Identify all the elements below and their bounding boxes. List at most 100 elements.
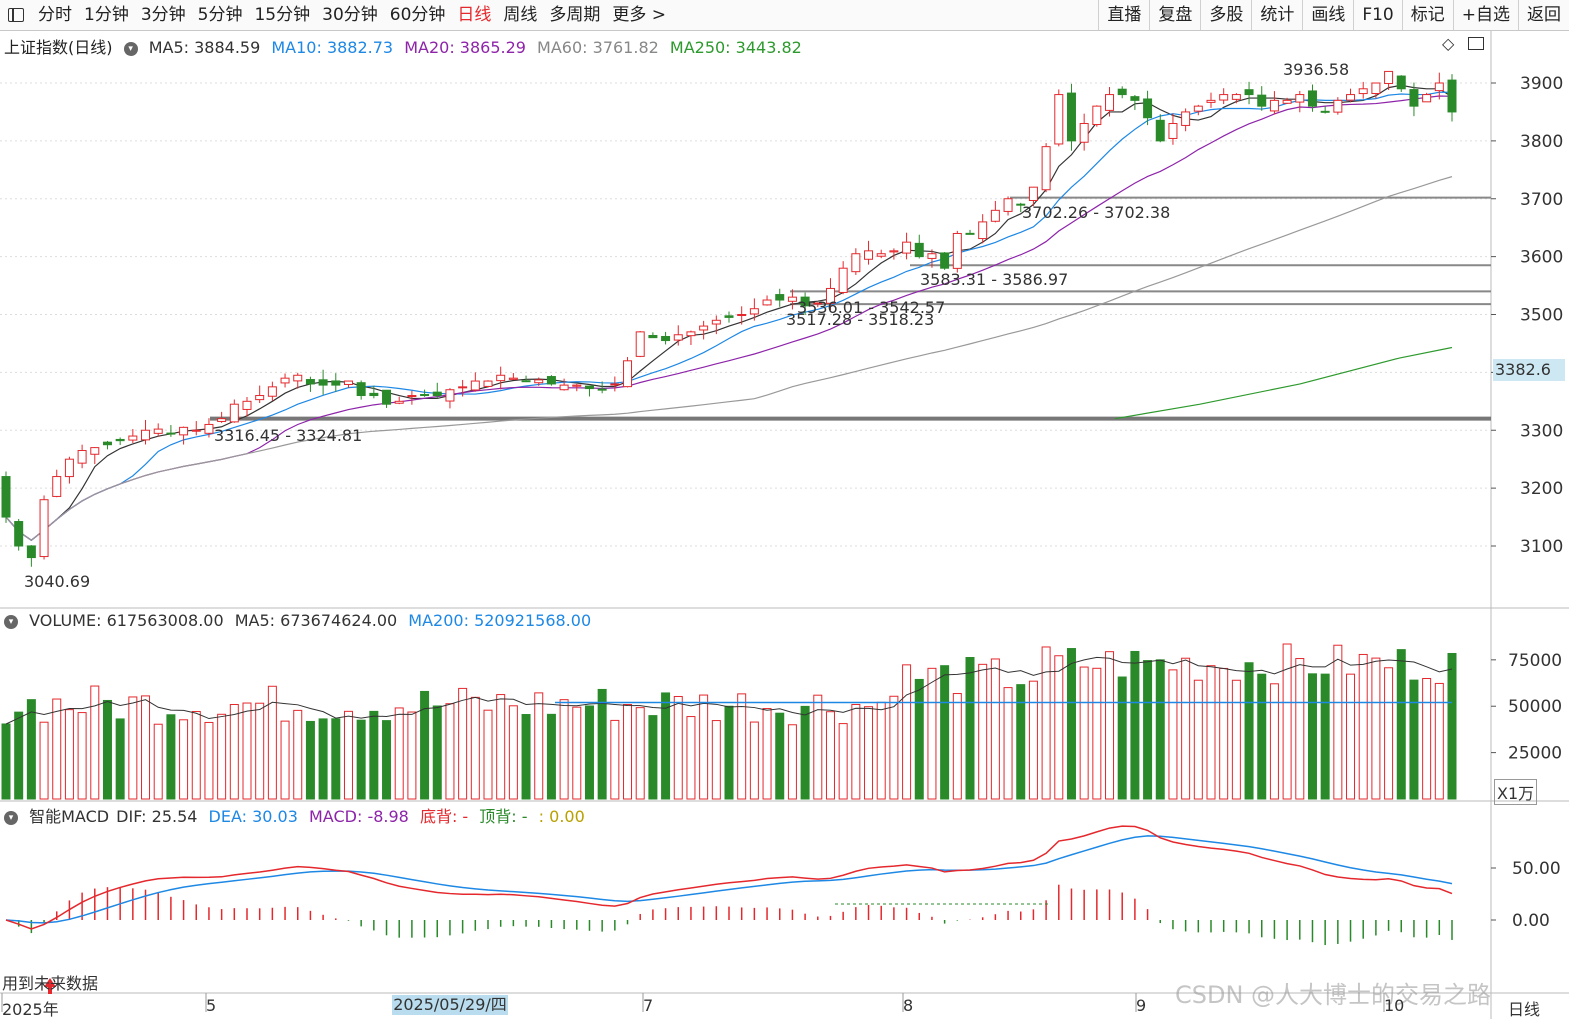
volume-bar — [749, 721, 759, 800]
candle-body — [1371, 82, 1381, 94]
candle-body — [280, 377, 290, 384]
volume-bar — [661, 692, 671, 800]
macd-tick-label: 50.00 — [1512, 859, 1561, 879]
tab-8[interactable]: 周线 — [503, 5, 538, 25]
candle-body — [1079, 123, 1089, 143]
volume-bar — [356, 719, 366, 800]
tab-7[interactable]: 日线 — [457, 5, 492, 25]
volume-bar — [623, 704, 633, 800]
price-tick-label: 3200 — [1520, 479, 1563, 499]
volume-ma200: MA200: 520921568.00 — [408, 611, 592, 630]
candle-body — [673, 334, 683, 341]
volume-bars — [1, 643, 1457, 800]
candle-body — [382, 389, 392, 405]
volume-bar — [952, 693, 962, 800]
volume-bar — [115, 718, 125, 800]
settings-circle-icon[interactable]: ▾ — [123, 41, 138, 56]
zone5-label: 3702.26 - 3702.38 — [1022, 203, 1171, 222]
candle-body — [1231, 94, 1241, 100]
axes: 3100320033003400350036003700380039002500… — [1, 74, 1563, 1012]
candle-body — [14, 521, 24, 547]
macd-name: 智能MACD — [29, 807, 110, 826]
volume-bar — [445, 703, 455, 800]
candle-body — [597, 388, 607, 391]
volume-bar — [1016, 684, 1026, 800]
volume-bar — [1168, 669, 1178, 800]
tool-5[interactable]: F10 — [1353, 0, 1401, 30]
volume-bar — [394, 707, 404, 800]
volume-bar — [14, 711, 24, 800]
current-price-tag: 3382.6 — [1493, 359, 1565, 381]
volume-bar — [813, 694, 823, 800]
tool-8[interactable]: 返回 — [1518, 0, 1569, 30]
ma60-label: MA60: 3761.82 — [537, 38, 659, 57]
volume-bar — [902, 664, 912, 800]
tab-1[interactable]: 1分钟 — [84, 5, 129, 25]
volume-bar — [1155, 659, 1165, 800]
tool-6[interactable]: 标记 — [1401, 0, 1453, 30]
candle-body — [102, 441, 112, 446]
candles — [1, 70, 1457, 567]
candle-body — [1307, 90, 1317, 107]
candle-body — [889, 250, 899, 253]
window-toggle-icon[interactable] — [1468, 37, 1484, 50]
candle-body — [623, 360, 633, 388]
volume-bar — [1193, 679, 1203, 800]
tool-3[interactable]: 统计 — [1251, 0, 1302, 30]
panel-toggle-icon[interactable] — [8, 8, 24, 22]
tab-10[interactable]: 更多 > — [612, 5, 667, 25]
tool-2[interactable]: 多股 — [1200, 0, 1251, 30]
tool-1[interactable]: 复盘 — [1149, 0, 1200, 30]
candle-body — [1219, 94, 1229, 101]
price-tick-label: 3600 — [1520, 248, 1563, 268]
candle-body — [1244, 89, 1254, 96]
volume-settings-icon[interactable]: ▾ — [4, 614, 18, 629]
candle-body — [1384, 70, 1394, 84]
tab-4[interactable]: 15分钟 — [254, 5, 311, 25]
candle-body — [940, 252, 950, 269]
candle-body — [990, 209, 1000, 222]
candle-body — [876, 253, 886, 257]
candle-body — [661, 335, 671, 342]
tool-7[interactable]: +自选 — [1452, 0, 1518, 30]
candle-body — [432, 391, 442, 397]
tab-6[interactable]: 60分钟 — [389, 5, 446, 25]
tool-0[interactable]: 直播 — [1098, 0, 1149, 30]
volume-bar — [940, 665, 950, 800]
diamond-icon[interactable]: ◇ — [1442, 34, 1455, 53]
price-tick-label: 3800 — [1520, 132, 1563, 152]
ma10-label: MA10: 3882.73 — [271, 38, 394, 57]
volume-bar — [724, 705, 734, 800]
macd-dif: DIF: 25.54 — [116, 807, 198, 826]
candle-body — [952, 232, 962, 269]
tab-0[interactable]: 分时 — [38, 5, 72, 25]
candle-body — [217, 418, 227, 422]
macd-extra: : 0.00 — [538, 807, 585, 826]
volume-bar — [699, 694, 709, 800]
tab-3[interactable]: 5分钟 — [197, 5, 243, 25]
volume-bar — [787, 724, 797, 800]
volume-bar — [1105, 651, 1115, 800]
macd-settings-icon[interactable]: ▾ — [4, 810, 18, 825]
tool-4[interactable]: 画线 — [1302, 0, 1353, 30]
price-tick-label: 3900 — [1520, 74, 1563, 94]
candle-body — [331, 380, 341, 386]
volume-bar — [521, 714, 531, 800]
volume-bar — [1143, 660, 1153, 800]
volume-bar — [800, 705, 810, 800]
tab-2[interactable]: 3分钟 — [140, 5, 186, 25]
tab-9[interactable]: 多周期 — [549, 5, 601, 25]
candle-body — [1041, 146, 1051, 191]
candle-body — [864, 250, 874, 260]
candle-body — [1422, 94, 1432, 103]
volume-bar — [1117, 676, 1127, 800]
volume-bar — [508, 705, 518, 800]
volume-bar — [305, 720, 315, 800]
candle-body — [1409, 89, 1419, 107]
dea-line — [5, 835, 1453, 924]
volume-bar — [331, 718, 341, 800]
candle-body — [242, 400, 252, 410]
volume-bar — [1333, 644, 1343, 800]
tab-5[interactable]: 30分钟 — [322, 5, 378, 25]
